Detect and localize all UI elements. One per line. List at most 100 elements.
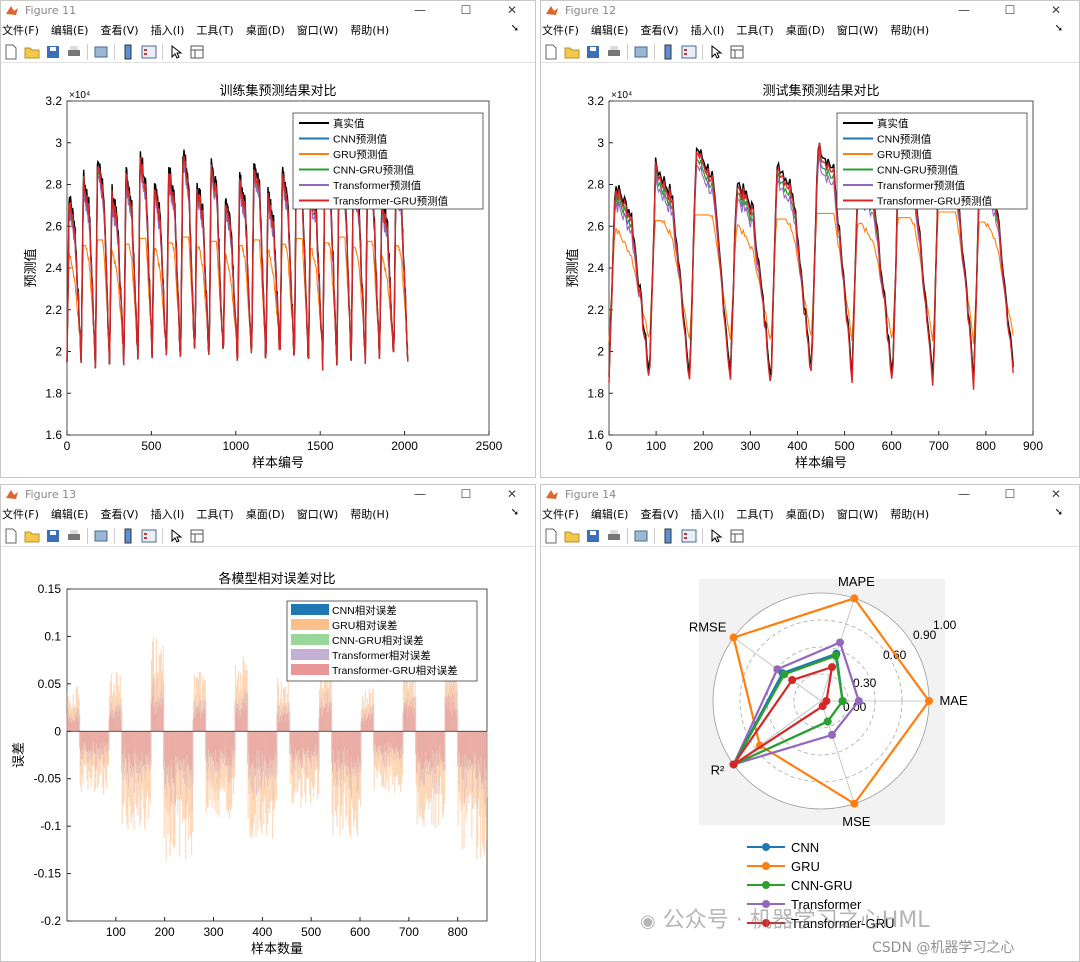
x-axis-label: 样本编号 <box>795 455 847 470</box>
close-button[interactable]: ✕ <box>1050 487 1062 501</box>
legend-icon[interactable] <box>681 528 697 544</box>
menu-file[interactable]: 文件(F) <box>542 24 579 37</box>
colorbar-icon[interactable] <box>120 44 136 60</box>
print-icon[interactable] <box>66 44 82 60</box>
save-icon[interactable] <box>45 44 61 60</box>
close-button[interactable]: ✕ <box>506 3 518 17</box>
maximize-button[interactable]: ☐ <box>1004 487 1016 501</box>
menu-view[interactable]: 查看(V) <box>640 508 679 521</box>
menu-window[interactable]: 窗口(W) <box>296 508 339 521</box>
menu-tools[interactable]: 工具(T) <box>196 24 234 37</box>
menu-insert[interactable]: 插入(I) <box>150 24 185 37</box>
y-tick-label: 2.8 <box>45 178 62 192</box>
menu-help[interactable]: 帮助(H) <box>890 508 930 521</box>
figure-window-11[interactable]: Figure 11 — ☐ ✕ 文件(F) 编辑(E) 查看(V) 插入(I) … <box>0 0 536 478</box>
menu-file[interactable]: 文件(F) <box>2 508 39 521</box>
open-file-icon[interactable] <box>564 528 580 544</box>
close-button[interactable]: ✕ <box>1050 3 1062 17</box>
property-inspector-icon[interactable] <box>189 528 205 544</box>
property-inspector-icon[interactable] <box>729 44 745 60</box>
pointer-icon[interactable] <box>168 44 184 60</box>
minimize-button[interactable]: — <box>414 3 426 17</box>
y-tick-label: 3.2 <box>587 94 604 108</box>
link-figure-icon[interactable] <box>93 44 109 60</box>
figure-window-12[interactable]: Figure 12 — ☐ ✕ 文件(F) 编辑(E) 查看(V) 插入(I) … <box>540 0 1080 478</box>
menu-file[interactable]: 文件(F) <box>542 508 579 521</box>
minimize-button[interactable]: — <box>958 487 970 501</box>
menu-view[interactable]: 查看(V) <box>640 24 679 37</box>
property-inspector-icon[interactable] <box>189 44 205 60</box>
maximize-button[interactable]: ☐ <box>1004 3 1016 17</box>
menu-help[interactable]: 帮助(H) <box>890 24 930 37</box>
window-title: Figure 13 <box>25 487 77 501</box>
maximize-button[interactable]: ☐ <box>460 3 472 17</box>
close-button[interactable]: ✕ <box>506 487 518 501</box>
colorbar-icon[interactable] <box>660 44 676 60</box>
menu-file[interactable]: 文件(F) <box>2 24 39 37</box>
menu-overflow-icon[interactable]: ➘ <box>510 23 519 34</box>
print-icon[interactable] <box>606 44 622 60</box>
y-tick-label: 3 <box>597 136 604 150</box>
pointer-icon[interactable] <box>708 44 724 60</box>
menu-window[interactable]: 窗口(W) <box>836 24 879 37</box>
save-icon[interactable] <box>45 528 61 544</box>
new-figure-icon[interactable] <box>3 528 19 544</box>
colorbar-icon[interactable] <box>660 528 676 544</box>
legend-label: CNN-GRU预测值 <box>333 164 415 177</box>
menu-desktop[interactable]: 桌面(D) <box>785 508 825 521</box>
minimize-button[interactable]: — <box>414 487 426 501</box>
open-file-icon[interactable] <box>24 528 40 544</box>
open-file-icon[interactable] <box>24 44 40 60</box>
print-icon[interactable] <box>66 528 82 544</box>
menu-view[interactable]: 查看(V) <box>100 508 139 521</box>
menu-window[interactable]: 窗口(W) <box>836 508 879 521</box>
link-figure-icon[interactable] <box>93 528 109 544</box>
legend-icon[interactable] <box>141 44 157 60</box>
property-inspector-icon[interactable] <box>729 528 745 544</box>
pointer-icon[interactable] <box>708 528 724 544</box>
link-figure-icon[interactable] <box>633 528 649 544</box>
menu-window[interactable]: 窗口(W) <box>296 24 339 37</box>
legend-icon[interactable] <box>141 528 157 544</box>
legend-icon[interactable] <box>681 44 697 60</box>
menu-overflow-icon[interactable]: ➘ <box>1054 507 1063 518</box>
link-figure-icon[interactable] <box>633 44 649 60</box>
minimize-button[interactable]: — <box>958 3 970 17</box>
menu-insert[interactable]: 插入(I) <box>690 508 725 521</box>
x-tick-label: 0 <box>64 439 71 453</box>
colorbar-icon[interactable] <box>120 528 136 544</box>
new-figure-icon[interactable] <box>543 44 559 60</box>
menu-edit[interactable]: 编辑(E) <box>50 24 89 37</box>
menu-tools[interactable]: 工具(T) <box>736 508 774 521</box>
save-icon[interactable] <box>585 528 601 544</box>
menu-tools[interactable]: 工具(T) <box>196 508 234 521</box>
menu-overflow-icon[interactable]: ➘ <box>510 507 519 518</box>
menu-insert[interactable]: 插入(I) <box>150 508 185 521</box>
menu-help[interactable]: 帮助(H) <box>350 24 390 37</box>
menu-tools[interactable]: 工具(T) <box>736 24 774 37</box>
radar-marker <box>828 663 837 672</box>
pointer-icon[interactable] <box>168 528 184 544</box>
menu-desktop[interactable]: 桌面(D) <box>785 24 825 37</box>
figure-window-14[interactable]: Figure 14 — ☐ ✕ 文件(F) 编辑(E) 查看(V) 插入(I) … <box>540 484 1080 962</box>
figure-window-13[interactable]: Figure 13 — ☐ ✕ 文件(F) 编辑(E) 查看(V) 插入(I) … <box>0 484 536 962</box>
y-tick-label: -0.1 <box>40 819 61 833</box>
menu-bar: 文件(F) 编辑(E) 查看(V) 插入(I) 工具(T) 桌面(D) 窗口(W… <box>541 503 1079 525</box>
menu-desktop[interactable]: 桌面(D) <box>245 24 285 37</box>
save-icon[interactable] <box>585 44 601 60</box>
menu-edit[interactable]: 编辑(E) <box>50 508 89 521</box>
open-file-icon[interactable] <box>564 44 580 60</box>
print-icon[interactable] <box>606 528 622 544</box>
new-figure-icon[interactable] <box>3 44 19 60</box>
menu-edit[interactable]: 编辑(E) <box>590 508 629 521</box>
menu-edit[interactable]: 编辑(E) <box>590 24 629 37</box>
menu-desktop[interactable]: 桌面(D) <box>245 508 285 521</box>
train-chart: 训练集预测结果对比 ×10⁴ 0 500 1000 1500 2000 2500 1.6 1.8 2… <box>23 83 503 470</box>
new-figure-icon[interactable] <box>543 528 559 544</box>
x-tick-label: 500 <box>835 439 855 453</box>
maximize-button[interactable]: ☐ <box>460 487 472 501</box>
menu-view[interactable]: 查看(V) <box>100 24 139 37</box>
menu-help[interactable]: 帮助(H) <box>350 508 390 521</box>
menu-overflow-icon[interactable]: ➘ <box>1054 23 1063 34</box>
menu-insert[interactable]: 插入(I) <box>690 24 725 37</box>
